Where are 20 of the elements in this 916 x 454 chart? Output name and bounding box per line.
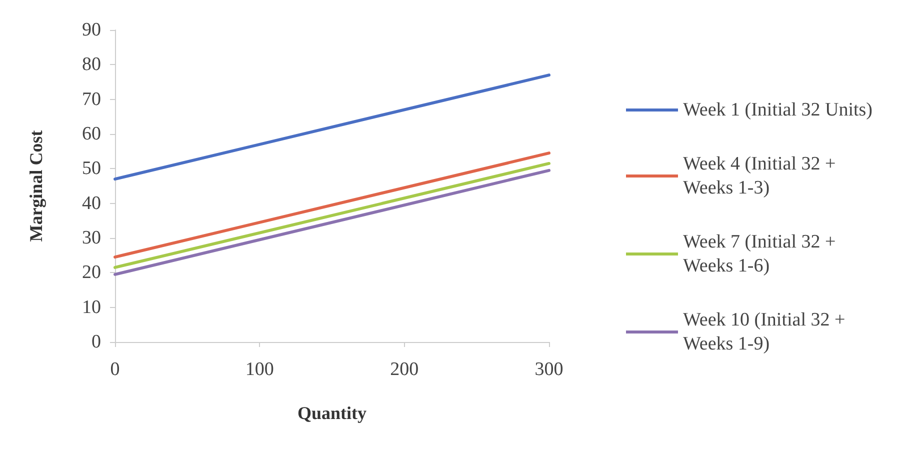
- x-tick-label: 300: [534, 359, 564, 380]
- legend-label: Week 7 (Initial 32 + Weeks 1-6): [683, 232, 840, 276]
- y-tick-label: 0: [92, 332, 101, 352]
- y-tick-label: 80: [82, 54, 101, 76]
- y-tick-label: 40: [82, 192, 101, 214]
- legend-label: Week 1 (Initial 32 Units): [683, 100, 872, 120]
- y-tick-label: 50: [82, 158, 101, 180]
- y-tick-label: 60: [82, 124, 101, 144]
- legend-label: Week 4 (Initial 32 + Weeks 1-3): [683, 154, 840, 198]
- y-tick-label: 10: [82, 296, 101, 318]
- x-tick-label: 100: [245, 359, 274, 380]
- y-tick-label: 30: [82, 228, 101, 248]
- legend-label: Week 10 (Initial 32 + Weeks 1-9): [683, 310, 850, 354]
- y-tick-label: 90: [82, 20, 101, 40]
- x-tick-label: 0: [110, 359, 120, 380]
- y-axis-title: Marginal Cost: [26, 130, 46, 242]
- x-tick-label: 200: [390, 359, 419, 380]
- x-axis-title: Quantity: [297, 403, 367, 423]
- y-tick-label: 70: [82, 88, 101, 110]
- y-tick-label: 20: [82, 262, 101, 284]
